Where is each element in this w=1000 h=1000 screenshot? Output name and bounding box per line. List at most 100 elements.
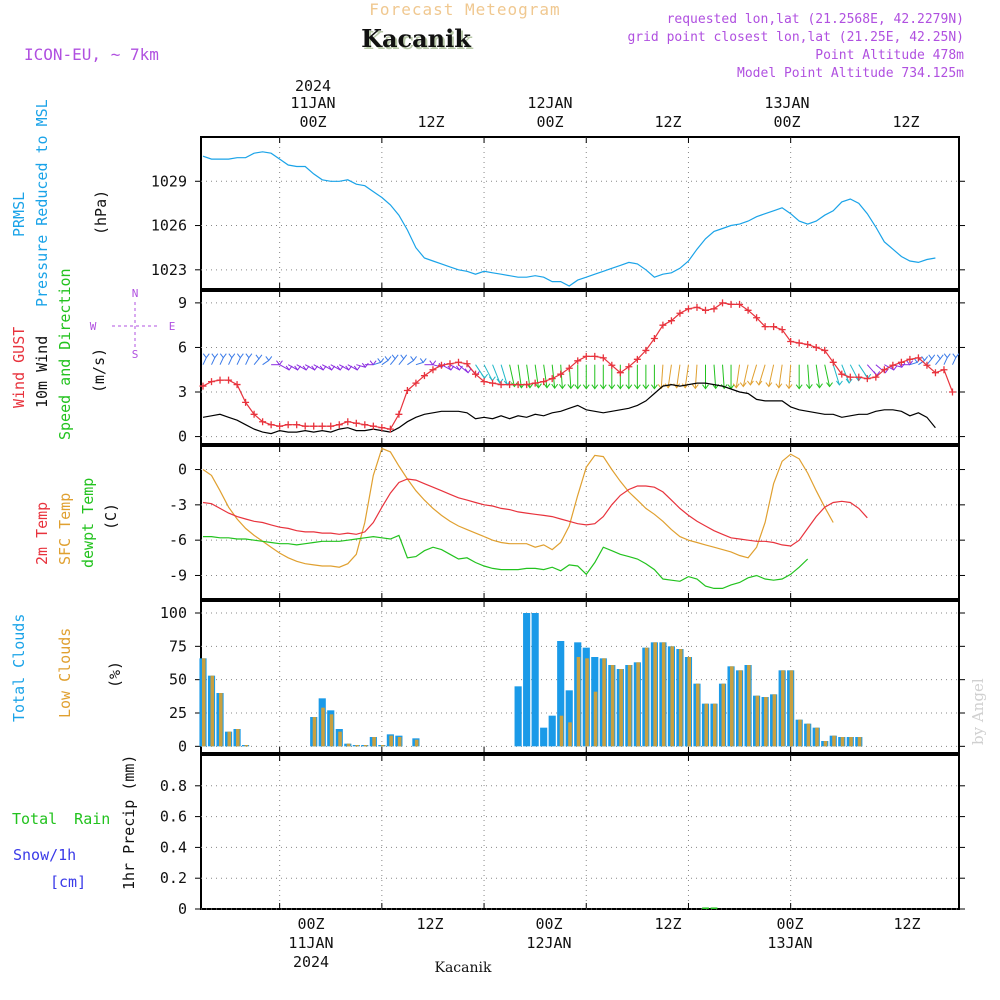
arrow-shaft [228,357,233,365]
gust-marker [327,422,335,430]
sfc-temp-line [202,447,834,568]
bottom-time-labels: 00Z 11JAN 2024 12Z 00Z 12JAN 12Z 00Z 13J… [288,915,920,971]
arrow-head [228,353,236,359]
arrow-head [265,356,273,362]
total-cloud-bar [557,641,565,747]
arrow-head [608,384,616,390]
total-cloud-bar [565,690,573,747]
low-cloud-bar [644,647,649,747]
arrow-shaft [926,358,933,366]
gust-marker [412,379,420,387]
top-label-line2: 13JAN [764,94,809,112]
y-tick-label: 25 [169,704,187,722]
arrow-head [625,384,633,390]
low-cloud-bar [593,691,598,747]
gust-marker [267,421,275,429]
arrow-head [765,382,773,388]
arrow-head [890,365,898,371]
y-tick-label: -6 [169,531,187,549]
wind-direction-arrow [364,360,377,366]
low-cloud-bar [321,707,325,747]
wind-direction-arrow [943,353,951,365]
wind-direction-arrow [785,364,793,390]
arrow-shaft [660,364,664,389]
arrow-shaft [330,364,341,371]
wind-direction-arrow [262,356,273,366]
gust-marker [352,419,360,427]
arrow-shaft [758,364,766,386]
bottom-label-line1: 12Z [654,915,681,933]
wind-direction-arrow [398,354,408,366]
low-cloud-bar [227,731,232,747]
gust-marker [531,379,539,387]
model-altitude: Model Point Altitude 734.125m [737,66,964,81]
wind-direction-arrow [702,364,709,390]
arrow-head [345,365,353,371]
precip-panel-labels: Total Rain Snow/1h [cm] 1hr Precip (mm) [12,755,138,891]
wind-direction-arrow [926,354,936,366]
low-cloud-bar [849,737,853,747]
low-cloud-bar [738,670,743,747]
gust-marker [727,300,735,308]
arrow-head [702,384,709,390]
gust-marker [301,422,309,430]
wind-speed-line [202,382,936,435]
top-time-labels: 2024 11JAN 00Z 12Z 12JAN 00Z 12Z 13JAN 0… [290,77,919,131]
pressure-label-short: PRMSL [10,192,28,237]
y-tick-label: -3 [169,496,187,514]
arrow-head [616,384,624,390]
subtitle: Forecast Meteogram [369,0,560,19]
wind-direction-arrow [633,364,641,390]
panel-frame [200,754,960,910]
wind-direction-arrow [824,364,833,388]
arrow-head [202,353,210,359]
arrow-shaft [935,358,941,366]
arrow-head [836,380,843,386]
arrow-shaft [492,364,501,384]
arrow-head [775,383,783,389]
arrow-head [384,356,392,362]
top-label-line3: 12Z [892,113,919,131]
dewpoint-line [203,534,809,590]
low-cloud-bar [730,666,734,747]
arrow-shaft [943,357,948,365]
top-time-label: 12JAN 00Z [527,94,572,131]
arrow-head [582,384,590,390]
arrow-shaft [407,360,414,366]
bottom-time-label: 00Z 12JAN [526,915,571,952]
gust-marker [914,354,922,362]
gust-marker [948,388,956,396]
wind-direction-arrow [739,364,749,388]
arrow-head [574,384,582,390]
wind-direction-arrow [458,364,472,374]
arrow-head [873,371,881,377]
low-cloud-bar [568,722,572,747]
low-cloud-bar [559,715,564,747]
gust-marker [446,360,454,368]
wind-direction-arrow [574,364,582,390]
arrow-shaft [262,360,270,366]
low-cloud-bar [636,662,640,747]
arrow-head [599,384,607,390]
gust-marker [616,369,624,377]
gust-marker [208,378,216,386]
wind-direction-arrow [543,364,551,389]
gust-marker [361,421,369,429]
gust-marker [369,422,377,430]
gust-marker [829,358,837,366]
low-cloud-bar [236,729,240,747]
gust-marker [565,364,573,372]
arrow-shaft [735,364,741,388]
gust-marker [940,366,948,374]
low-cloud-bar [840,737,845,747]
gust-marker [770,323,778,331]
gust-marker [497,381,505,389]
gust-marker [386,425,394,433]
arrow-head [302,365,310,371]
gust-marker [897,358,905,366]
wind-direction-arrow [558,364,566,390]
bottom-time-label: 12Z [416,915,443,933]
wind-direction-arrow [228,353,236,365]
arrow-head [328,365,336,371]
arrow-head [219,353,227,359]
